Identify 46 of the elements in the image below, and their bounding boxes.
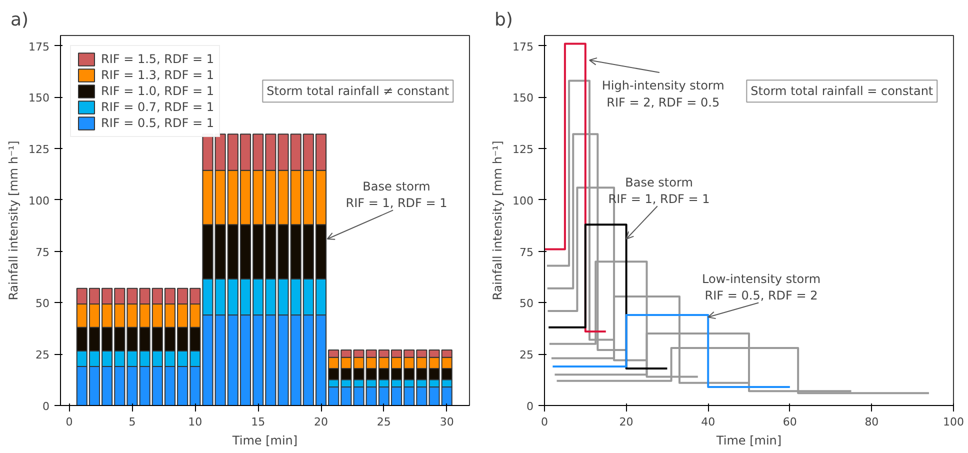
x-tick-label: 40	[701, 416, 716, 428]
annotation: Storm total rainfall = constant	[750, 84, 934, 98]
x-tick-label: 80	[864, 416, 879, 428]
y-tick-label: 125	[28, 143, 50, 156]
y-tick-label: 175	[512, 40, 534, 54]
y-tick-label: 0	[526, 400, 534, 413]
y-axis-title: Rainfall intensity [mm h⁻¹]	[6, 140, 21, 300]
x-tick-label: 60	[782, 416, 797, 428]
y-tick-label: 25	[520, 348, 534, 362]
annotation: Storm total rainfall ≠ constant	[266, 84, 450, 98]
x-tick-label: 0	[541, 416, 548, 428]
x-tick-label: 0	[66, 416, 73, 428]
x-tick-label: 10	[188, 416, 202, 428]
x-tick-label: 30	[440, 416, 454, 428]
annotation: High-intensity storm RIF = 2, RDF = 0.5	[602, 78, 724, 110]
x-tick-label: 20	[619, 416, 634, 428]
legend-label: RIF = 1.3, RDF = 1	[101, 68, 214, 82]
x-tick-label: 5	[128, 416, 136, 428]
annotation: Base storm RIF = 1, RDF = 1	[608, 175, 710, 206]
y-tick-label: 50	[36, 297, 50, 310]
y-tick-label: 175	[28, 40, 50, 54]
x-axis-title: Time [min]	[715, 434, 782, 448]
x-axis-title: Time [min]	[231, 434, 298, 448]
y-tick-label: 25	[36, 348, 50, 362]
legend-label: RIF = 1.5, RDF = 1	[101, 52, 214, 66]
chart-title: b)	[494, 10, 513, 30]
chart-title: a)	[10, 10, 29, 30]
y-axis-title: Rainfall intensity [mm h⁻¹]	[490, 140, 505, 300]
legend-label: RIF = 0.5, RDF = 1	[101, 116, 214, 130]
legend-label: RIF = 1.0, RDF = 1	[101, 84, 214, 98]
y-tick-label: 150	[512, 92, 534, 105]
x-tick-label: 15	[251, 416, 266, 428]
y-tick-label: 50	[520, 297, 534, 310]
annotation: Low-intensity storm RIF = 0.5, RDF = 2	[702, 272, 821, 303]
annotation: Base storm RIF = 1, RDF = 1	[346, 179, 448, 210]
y-tick-label: 75	[520, 246, 534, 259]
legend-label: RIF = 0.7, RDF = 1	[101, 100, 214, 114]
x-tick-label: 20	[314, 416, 328, 428]
x-tick-label: 100	[943, 416, 964, 428]
x-tick-label: 25	[376, 416, 391, 428]
y-tick-label: 100	[28, 194, 50, 208]
y-tick-label: 125	[512, 143, 534, 156]
y-tick-label: 100	[512, 194, 534, 208]
y-tick-label: 150	[28, 92, 50, 105]
y-tick-label: 0	[42, 400, 50, 413]
y-tick-label: 75	[36, 246, 50, 259]
